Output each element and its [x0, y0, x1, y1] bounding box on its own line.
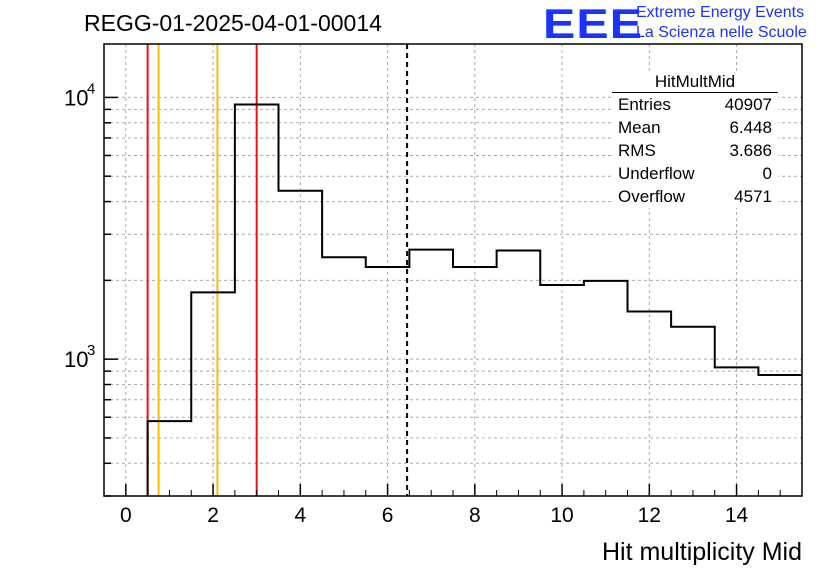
run-title: REGG-01-2025-04-01-00014: [84, 10, 382, 36]
y-tick-label-base: 10: [64, 347, 88, 372]
marker-lines: [146, 44, 409, 496]
x-tick-label: 8: [469, 504, 481, 527]
stats-row-overflow: Overflow 4571: [612, 185, 778, 208]
stats-label: RMS: [618, 141, 656, 160]
stats-box: HitMultMid Entries 40907 Mean 6.448 RMS …: [612, 72, 778, 208]
stats-row-mean: Mean 6.448: [612, 116, 778, 139]
stats-label: Overflow: [618, 187, 686, 206]
y-tick-label-base: 10: [64, 85, 88, 110]
stats-value: 6.448: [729, 118, 772, 137]
grid-lines: [104, 44, 802, 497]
stats-row-underflow: Underflow 0: [612, 162, 778, 185]
stats-value: 0: [762, 164, 772, 183]
x-tick-label: 12: [638, 504, 661, 527]
x-tick-label: 0: [120, 504, 132, 527]
x-axis-label: Hit multiplicity Mid: [602, 538, 802, 566]
x-tick-label: 14: [725, 504, 749, 527]
x-tick-label: 2: [207, 504, 219, 527]
logo-line-1: Extreme Energy Events: [636, 4, 805, 21]
stats-label: Underflow: [618, 164, 695, 183]
x-tick-label: 10: [550, 504, 573, 527]
stats-value: 40907: [724, 95, 772, 114]
stats-row-entries: Entries 40907: [612, 93, 778, 116]
x-tick-label: 4: [294, 504, 306, 527]
y-tick-label-exponent: 4: [87, 80, 95, 97]
stats-title: HitMultMid: [612, 72, 778, 93]
eee-logo: EEE: [543, 0, 644, 47]
x-axis-ticks: 0 2 4 6 8 10 12 14: [103, 484, 803, 527]
x-tick-label: 6: [382, 504, 394, 527]
y-tick-label-exponent: 3: [87, 342, 95, 359]
stats-label: Entries: [618, 95, 671, 114]
histogram-outline: [146, 103, 802, 496]
stats-row-rms: RMS 3.686: [612, 139, 778, 162]
stats-label: Mean: [618, 118, 661, 137]
stats-value: 3.686: [729, 141, 772, 160]
logo-line-2: La Scienza nelle Scuole: [636, 24, 807, 41]
stats-value: 4571: [734, 187, 772, 206]
